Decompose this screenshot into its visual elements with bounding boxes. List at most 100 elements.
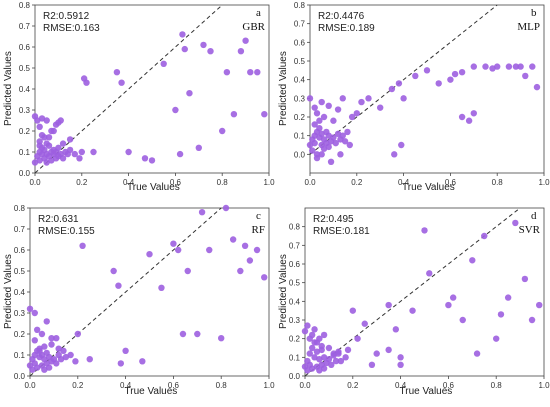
metrics-text: R2:0.5912 RMSE:0.163 [43,11,100,35]
data-point [48,127,55,135]
data-point [48,341,55,348]
data-point [445,301,452,309]
data-point [59,155,67,162]
data-point [512,63,520,70]
x-tick-label: 0.8 [491,381,503,390]
rmse-value: RMSE:0.181 [313,226,370,237]
y-tick-label: 0.6 [14,246,26,255]
data-point [339,132,346,139]
data-point [337,151,344,158]
data-point [53,335,60,342]
data-point [330,134,337,141]
panel-letter: d [531,210,537,222]
data-point [398,141,405,149]
panel-letter: a [256,7,261,19]
y-tick-label: 0.8 [14,204,26,213]
data-point [43,140,50,147]
identity-line [29,207,222,377]
data-point [318,151,325,158]
data-point [52,121,60,128]
data-point [412,72,419,80]
scatter-plot-d: 0.0 0.2 0.4 0.6 0.8 1.0 0.0 0.1 0.2 0.3 0.4 0.5 0.6 0… [289,207,550,390]
y-tick-label: 0.3 [14,309,26,318]
y-tick-label: 0.1 [14,351,26,360]
x-tick-label: 0.0 [24,381,36,390]
y-tick-label: 0.0 [294,150,306,159]
data-point [90,148,97,156]
data-point [400,95,407,102]
data-point [66,136,74,143]
data-point [349,307,356,314]
y-tick-label: 0.7 [14,225,26,234]
data-point [316,335,323,342]
data-point [36,123,43,130]
data-point [218,335,225,342]
x-axis-label: True Values [402,182,455,193]
scatter-panel-gbr: 0.0 0.2 0.4 0.6 0.8 1.0 0.0 0.1 0.2 0.3 0.4 0.5 0.6 0… [0,0,275,203]
data-point [311,104,318,111]
x-tick-label: 0.2 [347,381,359,390]
x-tick-label: 0.4 [120,381,132,390]
x-tick-label: 0.4 [395,381,407,390]
data-point [353,110,360,117]
data-point [181,45,188,53]
y-tick-label: 0.6 [294,38,306,47]
x-tick-label: 0.8 [217,178,229,187]
data-point [206,246,213,254]
data-point [529,63,536,70]
x-axis-label: True Values [127,182,180,193]
scatter-panel-mlp: 0.0 0.2 0.4 0.6 0.8 1.0 0.0 0.1 0.2 0.3 0.4 0.5 0.6 0… [275,0,550,203]
data-point [55,144,62,151]
data-point [118,79,125,86]
data-point [325,356,333,363]
x-tick-label: 0.4 [123,178,135,187]
y-tick-label: 0.0 [289,372,301,381]
y-tick-label: 0.3 [19,106,31,115]
data-point [392,326,400,333]
data-point [358,98,365,106]
data-point [179,330,187,338]
y-axis-label: Predicted Values [3,51,14,126]
model-label: GBR [242,21,265,33]
data-point [125,148,132,156]
data-point [53,360,60,367]
y-axis-label: Predicted Values [3,254,14,329]
data-point [342,354,349,361]
y-tick-label: 0.8 [289,223,301,232]
panel-letter: c [256,210,261,222]
data-point [57,117,64,124]
x-tick-label: 1.0 [263,381,275,390]
data-point [308,331,316,339]
data-point [397,361,404,368]
data-point [160,60,167,67]
data-point [45,134,53,141]
data-point [72,358,79,365]
data-point [470,63,477,70]
data-point [117,360,125,367]
x-tick-label: 1.0 [538,178,550,187]
data-point [198,209,206,216]
data-point [337,357,345,365]
data-point [38,132,46,139]
model-label: SVR [518,224,540,236]
data-point [60,347,67,354]
data-point [237,48,245,55]
data-point [38,330,46,338]
data-point [377,104,384,111]
data-point [36,347,43,354]
x-tick-label: 0.8 [216,381,228,390]
data-point [74,330,82,338]
data-point [521,275,529,283]
data-point [241,242,249,249]
data-point [327,158,335,165]
data-point [332,357,340,365]
data-point [373,350,380,357]
y-tick-label: 0.4 [14,288,26,297]
data-point [465,117,473,124]
scatter-plot-c: 0.0 0.2 0.4 0.6 0.8 1.0 0.0 0.1 0.2 0.3 0.4 0.5 0.6 0… [14,204,275,390]
y-tick-label: 0.7 [289,241,301,250]
data-point [36,142,43,149]
data-point [29,366,36,373]
data-point [237,267,244,275]
y-tick-label: 0.8 [294,1,306,10]
